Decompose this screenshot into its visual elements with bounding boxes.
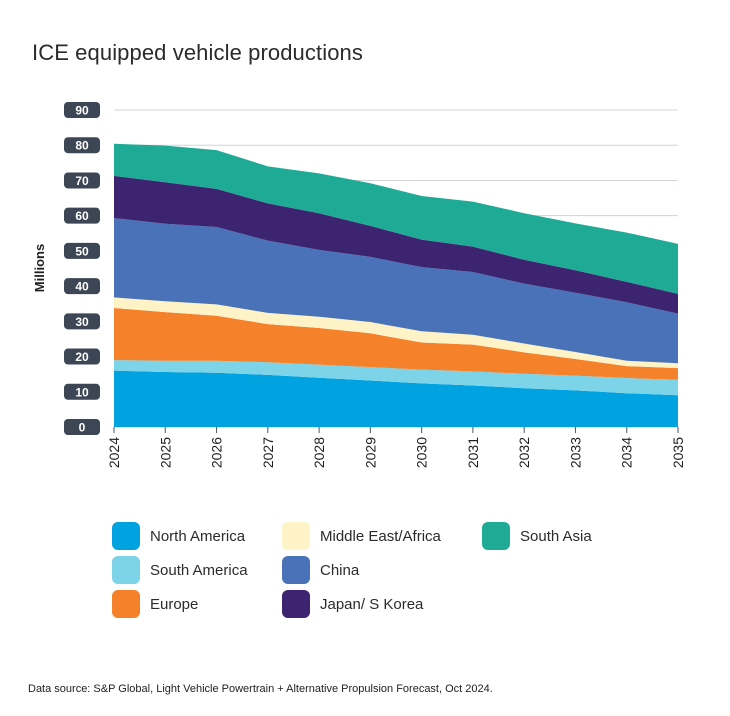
y-tick-badge: [64, 172, 100, 189]
x-tick-label: 2030: [414, 437, 430, 468]
y-tick-label: 30: [75, 315, 89, 329]
legend-swatch: [112, 590, 140, 618]
x-tick-label: 2032: [516, 437, 532, 468]
legend-swatch: [112, 522, 140, 550]
y-tick-label: 80: [75, 139, 89, 153]
y-tick-badge: [64, 383, 100, 400]
legend-label: Japan/ S Korea: [320, 595, 424, 613]
y-tick-badge: [64, 102, 100, 118]
y-tick-label: 60: [75, 209, 89, 223]
data-source-note: Data source: S&P Global, Light Vehicle P…: [28, 683, 493, 695]
y-tick-badge: [64, 207, 100, 224]
x-tick-label: 2025: [157, 437, 173, 468]
legend-label: South Asia: [520, 527, 592, 545]
area-series-japan-s-korea: [114, 175, 678, 314]
area-series-south-asia: [114, 143, 678, 294]
y-tick-badge: [64, 137, 100, 154]
chart-area: 0 10 20 30 40 50 60 70 80 90 2024 2025 2026 2027 2028 2…: [32, 102, 686, 468]
legend-label: South America: [150, 561, 248, 579]
legend-item-china: China: [282, 556, 359, 584]
area-series-middle-east-africa: [114, 297, 678, 369]
legend-swatch: [282, 590, 310, 618]
x-tick-label: 2028: [311, 437, 327, 468]
legend-item-south-america: South America: [112, 556, 248, 584]
y-tick-label: 90: [75, 104, 89, 118]
area-series-europe: [114, 307, 678, 380]
legend-item-middle-east-africa: Middle East/Africa: [282, 522, 441, 550]
legend: North America Middle East/Africa South Asi…: [112, 522, 672, 632]
legend-label: Europe: [150, 595, 199, 613]
y-tick-label: 40: [75, 280, 89, 294]
y-tick-label: 70: [75, 174, 89, 188]
y-tick-label: 10: [75, 385, 89, 399]
legend-label: China: [320, 561, 360, 579]
legend-item-south-asia: South Asia: [482, 522, 592, 550]
legend-swatch: [282, 522, 310, 550]
legend-item-japan-s-korea: Japan/ S Korea: [282, 590, 423, 618]
legend-label: Middle East/Africa: [320, 527, 441, 545]
legend-swatch: [482, 522, 510, 550]
x-tick-label: 2035: [670, 437, 686, 468]
legend-swatch: [112, 556, 140, 584]
area-series-north-america: [114, 370, 678, 427]
area-series-china: [114, 218, 678, 364]
x-tick-label: 2026: [209, 437, 225, 468]
chart-title: ICE equipped vehicle productions: [32, 40, 363, 65]
area-series-south-america: [114, 360, 678, 396]
y-tick-label: 20: [75, 350, 89, 364]
x-tick-label: 2033: [567, 437, 583, 468]
legend-item-europe: Europe: [112, 590, 198, 618]
x-tick-label: 2027: [260, 437, 276, 468]
y-tick-badge: [64, 313, 100, 330]
y-tick-label: 0: [79, 421, 86, 435]
x-tick-label: 2031: [465, 437, 481, 468]
y-tick-badge: [64, 242, 100, 259]
x-tick-label: 2034: [619, 437, 635, 468]
y-axis-label: Millions: [32, 244, 47, 292]
y-tick-badge: [64, 419, 100, 435]
legend-label: North America: [150, 527, 246, 545]
x-tick-label: 2024: [106, 437, 122, 468]
legend-item-north-america: North America: [112, 522, 245, 550]
legend-swatch: [282, 556, 310, 584]
y-tick-badge: [64, 348, 100, 365]
y-tick-badge: [64, 278, 100, 295]
y-tick-label: 50: [75, 244, 89, 258]
area-layer: [114, 143, 678, 427]
x-tick-label: 2029: [362, 437, 378, 468]
